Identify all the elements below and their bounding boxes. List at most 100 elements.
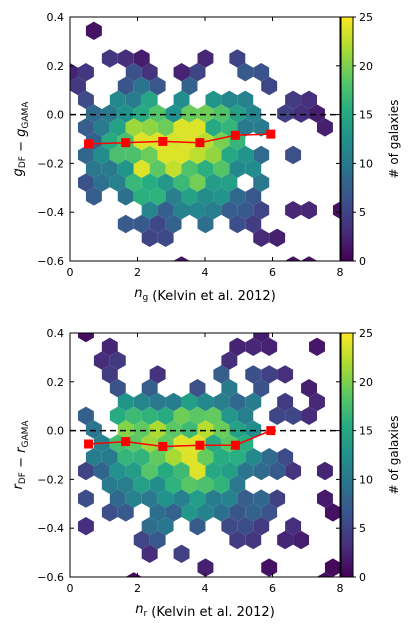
hexbin-cell <box>165 503 182 522</box>
hexbin-cell <box>261 503 278 522</box>
hexbin-cell <box>229 448 246 467</box>
x-axis-label: ng (Kelvin et al. 2012) <box>134 286 276 304</box>
hexbin-cell <box>253 461 270 481</box>
median-point <box>84 139 94 149</box>
hexbin-cell <box>77 406 94 425</box>
hexbin-cell <box>125 118 142 137</box>
hexbin-cell <box>261 310 277 328</box>
hexbin-cell <box>133 132 150 151</box>
hexbin-cell <box>133 420 150 439</box>
hexbin-cell <box>245 530 262 550</box>
hexbin-cell <box>141 434 158 453</box>
hexbin-cell <box>93 118 110 137</box>
hexbin-cell <box>309 392 325 412</box>
hexbin-cell <box>301 256 317 261</box>
hexbin-cell <box>309 104 325 123</box>
hexbin-cell <box>165 159 182 178</box>
hexbin-cell <box>125 461 142 481</box>
hexbin-cell <box>324 558 340 577</box>
hexbin-cell <box>157 517 174 536</box>
hexbin-cell <box>181 187 198 206</box>
x-tick-label: 0 <box>67 266 74 279</box>
colorbar-tick-label: 0 <box>359 571 366 584</box>
hexbin-cell <box>149 420 166 439</box>
hexbin-cell <box>101 503 118 522</box>
hexbin-cell <box>301 406 317 425</box>
colorbar-tick-label: 5 <box>359 206 366 219</box>
hexbin-cell <box>149 187 166 206</box>
y-tick-label: −0.4 <box>37 206 64 219</box>
hexbin-cell <box>77 90 94 109</box>
hexbin-cell <box>197 104 214 123</box>
hexbin-cell <box>197 214 214 234</box>
hexbin-cell <box>229 187 246 206</box>
hexbin-cell <box>189 406 206 425</box>
hexbin-cell <box>117 104 134 123</box>
hexbin-cell <box>46 351 62 369</box>
hexbin-cell <box>221 517 238 536</box>
hexbin-cell <box>213 132 230 151</box>
hexbin-cell <box>316 572 333 577</box>
hexbin-cell <box>269 228 286 247</box>
hexbin-cell <box>285 145 302 165</box>
hexbin-cell <box>237 489 254 508</box>
hexbin-cell <box>133 475 150 494</box>
hexbin-cell <box>173 118 190 137</box>
median-point <box>266 426 276 436</box>
colorbar-tick-label: 5 <box>359 522 366 535</box>
hexbin-cell <box>181 448 198 467</box>
y-tick-label: 0.0 <box>47 425 65 438</box>
hexbin-cell <box>133 187 150 206</box>
hexbin-cell <box>77 333 94 343</box>
hexbin-cell <box>173 90 190 109</box>
hexbin-cell <box>237 406 254 425</box>
hexbin-cell <box>157 173 174 192</box>
hexbin-cell <box>54 132 70 150</box>
hexbin-cell <box>102 586 118 604</box>
hexbin-cell <box>77 145 94 165</box>
hexbin-cell <box>70 76 86 96</box>
hexbin-cell <box>277 392 294 412</box>
hexbin-cell <box>245 337 262 356</box>
hexbin-cell <box>173 489 190 508</box>
hexbin-cell <box>221 201 238 220</box>
y-tick-label: 0.0 <box>47 109 65 122</box>
hexbin-cell <box>189 517 206 536</box>
hexbin-cell <box>101 159 118 178</box>
colorbar <box>340 16 354 262</box>
hexbin-cell <box>70 63 78 82</box>
hexbin-cell <box>181 475 198 494</box>
hexbin-cell <box>316 489 333 508</box>
hexbin-cell <box>245 214 262 234</box>
hexbin-cell <box>213 420 230 439</box>
hexbin-cell <box>213 392 230 412</box>
hexbin-cell <box>213 159 230 178</box>
hexbin-cell <box>141 517 158 536</box>
hexbin-cell <box>197 187 214 206</box>
y-tick-label: −0.6 <box>37 571 64 584</box>
hexbin-cell <box>221 90 238 109</box>
hexbin-cell <box>213 448 230 467</box>
hexbin-cell <box>165 187 182 206</box>
hexbin-cell <box>133 214 150 234</box>
hexbin-cell <box>237 118 254 137</box>
hexbin-cell <box>205 406 222 425</box>
hexbin-cell <box>173 256 190 261</box>
hexbin-cell <box>205 461 222 481</box>
hexbin-cell <box>85 159 102 178</box>
hexbin-cell <box>229 475 246 494</box>
hexbin-layer <box>54 21 340 261</box>
hexbin-cell <box>237 461 254 481</box>
colorbar-tick-label: 15 <box>359 109 373 122</box>
hexbin-cell <box>149 448 166 467</box>
hexbin-cell <box>316 118 333 137</box>
hexbin-cell <box>245 159 262 178</box>
hexbin-cell <box>93 173 110 192</box>
hexbin-cell <box>189 201 206 220</box>
hexbin-cell <box>277 448 294 467</box>
hexbin-cell <box>181 420 198 439</box>
hexbin-cell <box>221 379 238 398</box>
hexbin-cell <box>85 420 102 439</box>
hexbin-cell <box>101 49 118 68</box>
x-tick-label: 6 <box>269 266 276 279</box>
